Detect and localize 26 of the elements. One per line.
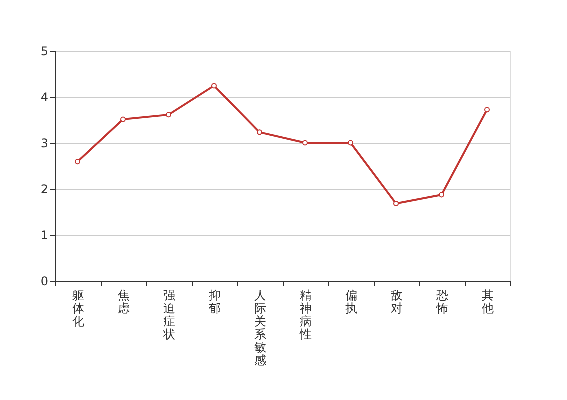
- x-tick-label: 敌对: [390, 288, 403, 316]
- y-tick-label: 5: [40, 44, 48, 58]
- x-tick-label: 强迫症状: [162, 288, 176, 342]
- x-tick-label: 焦虑: [118, 288, 130, 316]
- point: [257, 130, 262, 136]
- x-tick-label: 其他: [482, 288, 494, 316]
- x-tick-label: 躯体化: [72, 288, 84, 328]
- x-tick-label: 抑郁: [208, 288, 221, 316]
- y-tick-label: 1: [40, 228, 48, 242]
- x-tick-label: 精神病性: [298, 288, 312, 342]
- point: [302, 140, 308, 146]
- x-tick-label: 恐怖: [435, 288, 448, 316]
- point: [166, 112, 172, 118]
- point: [484, 107, 490, 113]
- point: [75, 159, 80, 165]
- y-tick-label: 2: [40, 182, 48, 196]
- x-tick-label: 偏执: [345, 288, 358, 316]
- y-tick-label: 3: [40, 136, 48, 150]
- y-tick-label: 4: [40, 90, 48, 104]
- point: [394, 200, 399, 206]
- x-tick-label: 人际关系敏感: [254, 288, 266, 368]
- point: [120, 116, 126, 122]
- point: [348, 140, 354, 146]
- point: [439, 192, 444, 198]
- y-tick-label: 0: [40, 274, 48, 288]
- point: [212, 83, 217, 89]
